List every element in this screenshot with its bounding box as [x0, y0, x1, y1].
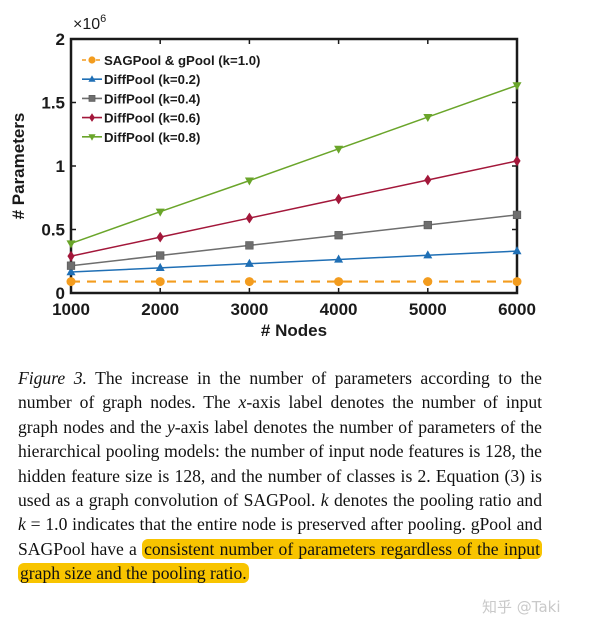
caption-text: denotes the pooling ratio and [328, 490, 542, 511]
caption-text: The increase in the number of parameters… [18, 368, 542, 413]
legend-item: SAGPool & gPool (k=1.0) [82, 53, 260, 68]
x-tick-label: 5000 [409, 300, 447, 319]
series-0 [66, 277, 522, 287]
x-axis-label: # Nodes [261, 321, 327, 340]
figure-label: Figure 3. [18, 368, 87, 388]
series-4 [66, 82, 522, 249]
legend-item: DiffPool (k=0.8) [82, 130, 200, 145]
chart-legend: SAGPool & gPool (k=1.0) DiffPool (k=0.2) D… [82, 53, 260, 145]
plot-series [66, 82, 522, 287]
legend-label: DiffPool (k=0.2) [104, 72, 200, 87]
watermark: 知乎 @Taki [482, 598, 561, 616]
y-tick-label: 1 [56, 157, 65, 176]
legend-item: DiffPool (k=0.2) [82, 72, 200, 87]
x-tick-label: 2000 [141, 300, 179, 319]
series-1 [66, 246, 522, 276]
x-tick-label: 3000 [230, 300, 268, 319]
x-tick-label: 1000 [52, 300, 90, 319]
figure-caption: Figure 3. The increase in the number of … [18, 366, 542, 586]
math-var-x: x [238, 392, 247, 413]
caption-text: -axis label denotes the number of parame… [18, 416, 542, 511]
series-2 [66, 210, 522, 270]
caption-text: = 1.0 indicates that the entire node is … [18, 514, 542, 559]
legend-label: DiffPool (k=0.8) [104, 130, 200, 145]
math-var-k: k [18, 514, 26, 535]
series-3 [67, 155, 521, 262]
math-var-k: k [320, 490, 329, 511]
x-tick-label: 4000 [320, 300, 358, 319]
y-tick-label: 1.5 [41, 94, 65, 113]
x-tick-label: 6000 [498, 300, 536, 319]
y-multiplier-label: ×106 [73, 13, 106, 33]
legend-item: DiffPool (k=0.6) [82, 111, 200, 126]
legend-item: DiffPool (k=0.4) [82, 91, 200, 106]
caption-text: -axis label denotes the number of input … [18, 392, 542, 437]
y-tick-label: 2 [56, 30, 65, 49]
legend-label: DiffPool (k=0.4) [104, 91, 200, 106]
line-chart: 1000 2000 3000 4000 5000 6000 0 0.5 1 1.5 2 SAGPoo… [9, 13, 536, 340]
legend-label: SAGPool & gPool (k=1.0) [104, 53, 260, 68]
y-tick-label: 0 [56, 284, 65, 303]
y-axis-label: # Parameters [9, 113, 28, 220]
plot-axes: 1000 2000 3000 4000 5000 6000 0 0.5 1 1.5 2 [41, 30, 536, 319]
y-tick-label: 0.5 [41, 221, 65, 240]
math-var-y: y [166, 416, 175, 437]
legend-label: DiffPool (k=0.6) [104, 111, 200, 126]
